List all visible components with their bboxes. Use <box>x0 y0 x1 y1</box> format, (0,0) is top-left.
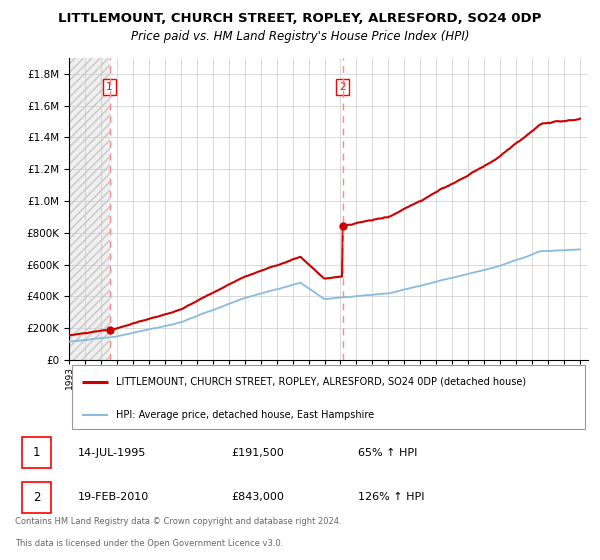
Text: HPI: Average price, detached house, East Hampshire: HPI: Average price, detached house, East… <box>116 409 374 419</box>
Text: 2: 2 <box>33 491 41 504</box>
Text: 2: 2 <box>339 82 346 92</box>
Text: 14-JUL-1995: 14-JUL-1995 <box>78 447 146 458</box>
Text: This data is licensed under the Open Government Licence v3.0.: This data is licensed under the Open Gov… <box>15 539 283 548</box>
FancyBboxPatch shape <box>71 365 586 429</box>
Text: 19-FEB-2010: 19-FEB-2010 <box>78 492 149 502</box>
Text: 1: 1 <box>106 82 113 92</box>
Text: 126% ↑ HPI: 126% ↑ HPI <box>358 492 424 502</box>
Text: LITTLEMOUNT, CHURCH STREET, ROPLEY, ALRESFORD, SO24 0DP (detached house): LITTLEMOUNT, CHURCH STREET, ROPLEY, ALRE… <box>116 377 526 386</box>
Text: Contains HM Land Registry data © Crown copyright and database right 2024.: Contains HM Land Registry data © Crown c… <box>15 517 341 526</box>
Text: LITTLEMOUNT, CHURCH STREET, ROPLEY, ALRESFORD, SO24 0DP: LITTLEMOUNT, CHURCH STREET, ROPLEY, ALRE… <box>58 12 542 25</box>
Text: 65% ↑ HPI: 65% ↑ HPI <box>358 447 417 458</box>
Text: Price paid vs. HM Land Registry's House Price Index (HPI): Price paid vs. HM Land Registry's House … <box>131 30 469 43</box>
Text: £191,500: £191,500 <box>231 447 284 458</box>
Text: 1: 1 <box>33 446 41 459</box>
Text: £843,000: £843,000 <box>231 492 284 502</box>
FancyBboxPatch shape <box>22 482 51 512</box>
FancyBboxPatch shape <box>22 437 51 468</box>
